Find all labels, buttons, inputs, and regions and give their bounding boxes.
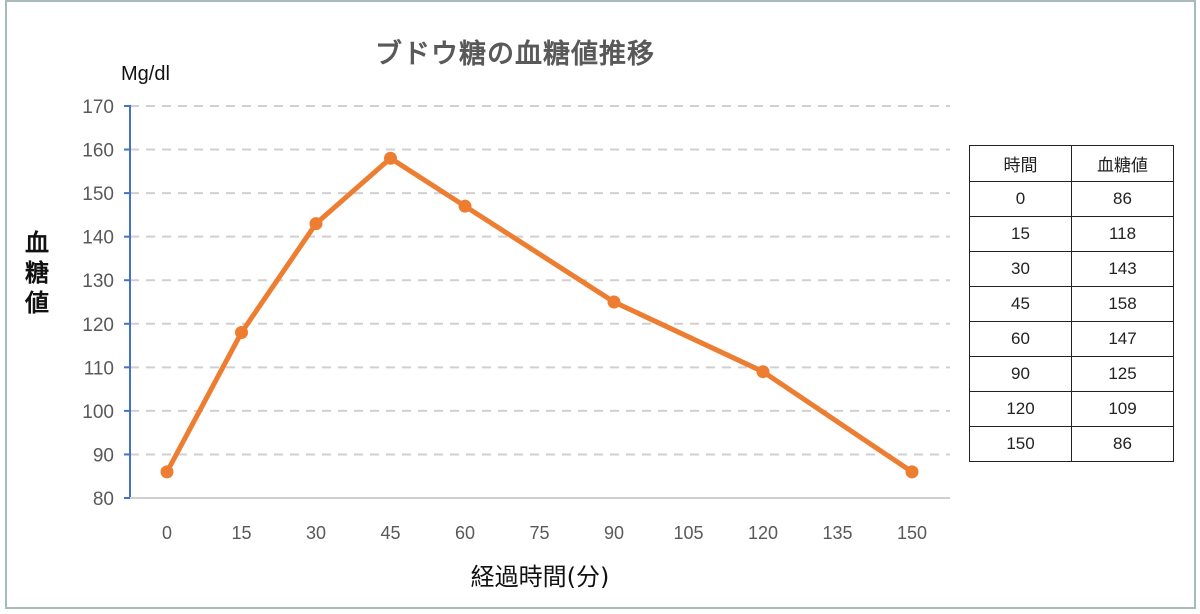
y-axis-label-char: 血	[25, 229, 49, 257]
table-cell-glucose: 147	[1071, 321, 1174, 357]
y-axis-unit: Mg/dl	[121, 63, 170, 85]
table-row: 150 86	[969, 426, 1174, 462]
y-tick-label: 160	[82, 141, 114, 162]
data-point-marker	[384, 151, 397, 165]
y-tick-label: 130	[82, 271, 114, 292]
x-tick-label: 45	[380, 523, 400, 543]
table-cell-glucose: 86	[1071, 426, 1174, 462]
table-cell-glucose: 125	[1071, 356, 1174, 392]
table-cell-time: 30	[969, 251, 1072, 287]
table-cell-time: 120	[969, 391, 1072, 427]
data-point-marker	[458, 199, 472, 213]
table-row: 0 86	[969, 181, 1174, 217]
y-tick-label: 170	[82, 97, 114, 118]
table-cell-glucose: 158	[1071, 286, 1174, 322]
y-axis-label: 血糖値	[22, 228, 52, 318]
x-axis-label: 経過時間(分)	[470, 563, 610, 591]
table-row: 15 118	[969, 216, 1174, 252]
table-cell-time: 90	[969, 356, 1072, 392]
y-tick-label: 80	[93, 489, 114, 510]
table-cell-glucose: 118	[1071, 216, 1174, 252]
x-tick-label: 0	[162, 523, 172, 543]
x-tick-label: 60	[455, 523, 475, 543]
y-tick-label: 100	[82, 402, 114, 423]
data-point-marker	[905, 465, 919, 479]
y-axis-label-text: 血糖値	[22, 228, 52, 318]
table-row: 90 125	[969, 356, 1174, 392]
x-tick-label: 135	[822, 523, 852, 543]
data-point-marker	[607, 295, 621, 309]
data-point-marker	[160, 465, 174, 479]
x-tick-label: 30	[306, 523, 326, 543]
x-axis: 0 15 30 45 60 75 90 105 120 135 150	[130, 497, 950, 543]
y-tick-label: 150	[82, 184, 114, 205]
table-cell-glucose: 86	[1071, 181, 1174, 217]
x-tick-label: 120	[748, 523, 778, 543]
y-axis-label-char: 糖	[25, 259, 49, 287]
data-point-marker	[756, 365, 770, 379]
table-header-row: 時間 血糖値	[969, 145, 1174, 182]
table-cell-time: 15	[969, 216, 1072, 252]
data-table: 時間 血糖値 0 86 15 118 30 143 45 158 60 147 90 125 120 10…	[969, 145, 1174, 462]
table-header-time: 時間	[969, 145, 1072, 182]
table-row: 120 109	[969, 391, 1174, 427]
table-cell-time: 150	[969, 426, 1072, 462]
y-axis-label-char: 値	[25, 289, 49, 317]
table-cell-time: 45	[969, 286, 1072, 322]
x-tick-label: 15	[231, 523, 251, 543]
series-line	[164, 155, 915, 475]
chart-title: ブドウ糖の血糖値推移	[375, 39, 655, 70]
table-cell-glucose: 109	[1071, 391, 1174, 427]
table-cell-time: 0	[969, 181, 1072, 217]
data-series	[160, 151, 919, 479]
x-tick-label: 90	[604, 523, 624, 543]
y-tick-label: 90	[93, 445, 114, 466]
x-tick-label: 150	[897, 523, 927, 543]
gridlines	[130, 105, 950, 456]
table-cell-time: 60	[969, 321, 1072, 357]
y-tick-label: 140	[82, 228, 114, 249]
table-row: 60 147	[969, 321, 1174, 357]
y-axis: 80 90 100 110 120 130 140 150 160 170	[82, 97, 131, 510]
table-cell-glucose: 143	[1071, 251, 1174, 287]
table-row: 30 143	[969, 251, 1174, 287]
x-tick-label: 105	[673, 523, 703, 543]
data-point-marker	[235, 325, 248, 339]
x-tick-label: 75	[529, 523, 549, 543]
data-point-marker	[309, 217, 323, 231]
table-header-glucose: 血糖値	[1071, 145, 1174, 182]
y-tick-label: 110	[84, 358, 114, 379]
table-row: 45 158	[969, 286, 1174, 322]
y-tick-label: 120	[82, 315, 114, 336]
